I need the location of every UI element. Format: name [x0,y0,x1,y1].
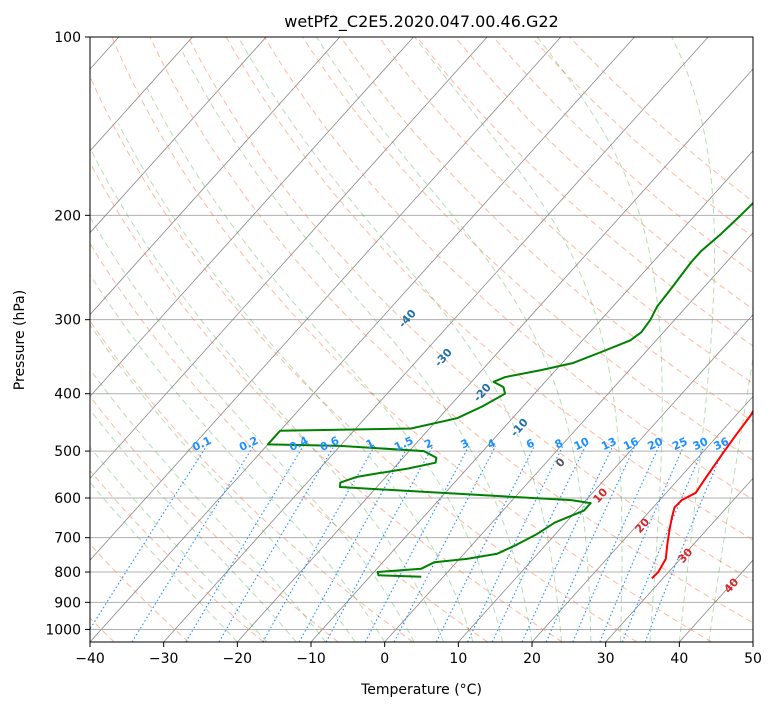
x-tick-label: 20 [523,651,541,667]
dry-adiabat-line [149,37,753,624]
y-tick-label: 500 [54,444,81,460]
dry-adiabat-line [90,469,264,642]
mixing-ratio-label: 36 [712,435,732,453]
isotherm-line [90,37,341,316]
moist-adiabat-line [117,123,474,642]
y-tick-label: 1000 [45,622,81,638]
x-tick-label: 30 [597,651,615,667]
dry-adiabat-line [111,37,712,642]
moist-adiabat-line [414,37,623,642]
y-tick-label: 300 [54,313,81,329]
isotherm-line [384,232,753,642]
mixing-ratio-label: 16 [621,435,641,453]
y-tick-label: 600 [54,491,81,507]
isotherm-line [90,37,635,642]
x-tick-label: −10 [296,651,326,667]
moist-adiabat-line [237,37,562,642]
mixing-ratio-line [298,445,409,642]
moist-adiabat-line [182,51,533,642]
moist-adiabat-line [91,151,445,642]
y-tick-label: 200 [54,208,81,224]
mixing-ratio-line [218,445,335,642]
mixing-ratio-line [572,445,660,642]
moist-adiabat-line [90,216,415,642]
plot-frame [89,36,754,643]
mixing-ratio-label: 30 [691,435,711,453]
chart-title: wetPf2_C2E5.2020.047.00.46.G22 [284,12,558,32]
mixing-ratio-line [599,445,685,642]
isotherm-line [90,37,562,561]
mixing-ratio-line [131,445,254,642]
x-tick-label: −20 [223,651,253,667]
y-axis-label: Pressure (hPa) [12,290,28,390]
x-tick-label: 50 [744,651,762,667]
mixing-ratio-label: 10 [572,435,592,453]
dewpoint-profile-line [266,201,753,578]
isotherm-line [458,313,753,642]
moist-adiabat-line [90,273,386,642]
mixing-ratio-line [467,445,564,642]
x-tick-label: −30 [149,651,179,667]
isotherm-line [237,68,753,642]
isotherm-line [531,395,753,642]
x-tick-label: −40 [75,651,105,667]
moist-adiabat-line [536,37,663,642]
mixing-ratio-line [185,445,304,642]
moist-adiabat-line [146,87,504,642]
dry-adiabat-line [90,543,190,642]
moist-adiabat-line [316,37,592,642]
moist-adiabat-line [90,408,297,642]
y-tick-label: 100 [54,30,81,46]
mixing-ratio-label: 13 [599,435,618,453]
x-tick-label: 0 [380,651,389,667]
mixing-ratio-label: 20 [646,435,666,453]
dry-adiabat-line [90,320,414,642]
y-tick-label: 800 [54,565,81,581]
dry-adiabat-line [90,242,488,642]
isotherm-line [605,477,753,642]
y-tick-label: 900 [54,595,81,611]
isotherm-line [90,37,193,152]
x-tick-label: 40 [670,651,688,667]
dry-adiabat-line [90,395,339,642]
isotherm-line [90,37,414,398]
moist-adiabat-line [671,37,715,642]
isotherm-line [163,37,709,642]
mixing-ratio-line [90,445,208,630]
isotherm-line [90,37,488,479]
y-tick-label: 400 [54,387,81,403]
dry-adiabat-line [90,161,563,642]
moist-adiabat-line [90,481,238,642]
y-tick-label: 700 [54,531,81,547]
mixing-ratio-label: 25 [670,435,689,453]
isotherm-line [90,37,267,234]
temperature-profile-line [651,409,753,580]
mixing-ratio-line [435,445,535,642]
x-tick-label: 10 [449,651,467,667]
dry-adiabat-line [416,37,753,347]
dry-adiabat-line [454,37,753,310]
moist-adiabat-line [90,368,327,642]
moist-adiabat-line [708,355,753,642]
x-axis-label: Temperature (°C) [360,682,482,698]
moist-adiabat-line [90,323,356,642]
isotherm-line [310,150,753,642]
